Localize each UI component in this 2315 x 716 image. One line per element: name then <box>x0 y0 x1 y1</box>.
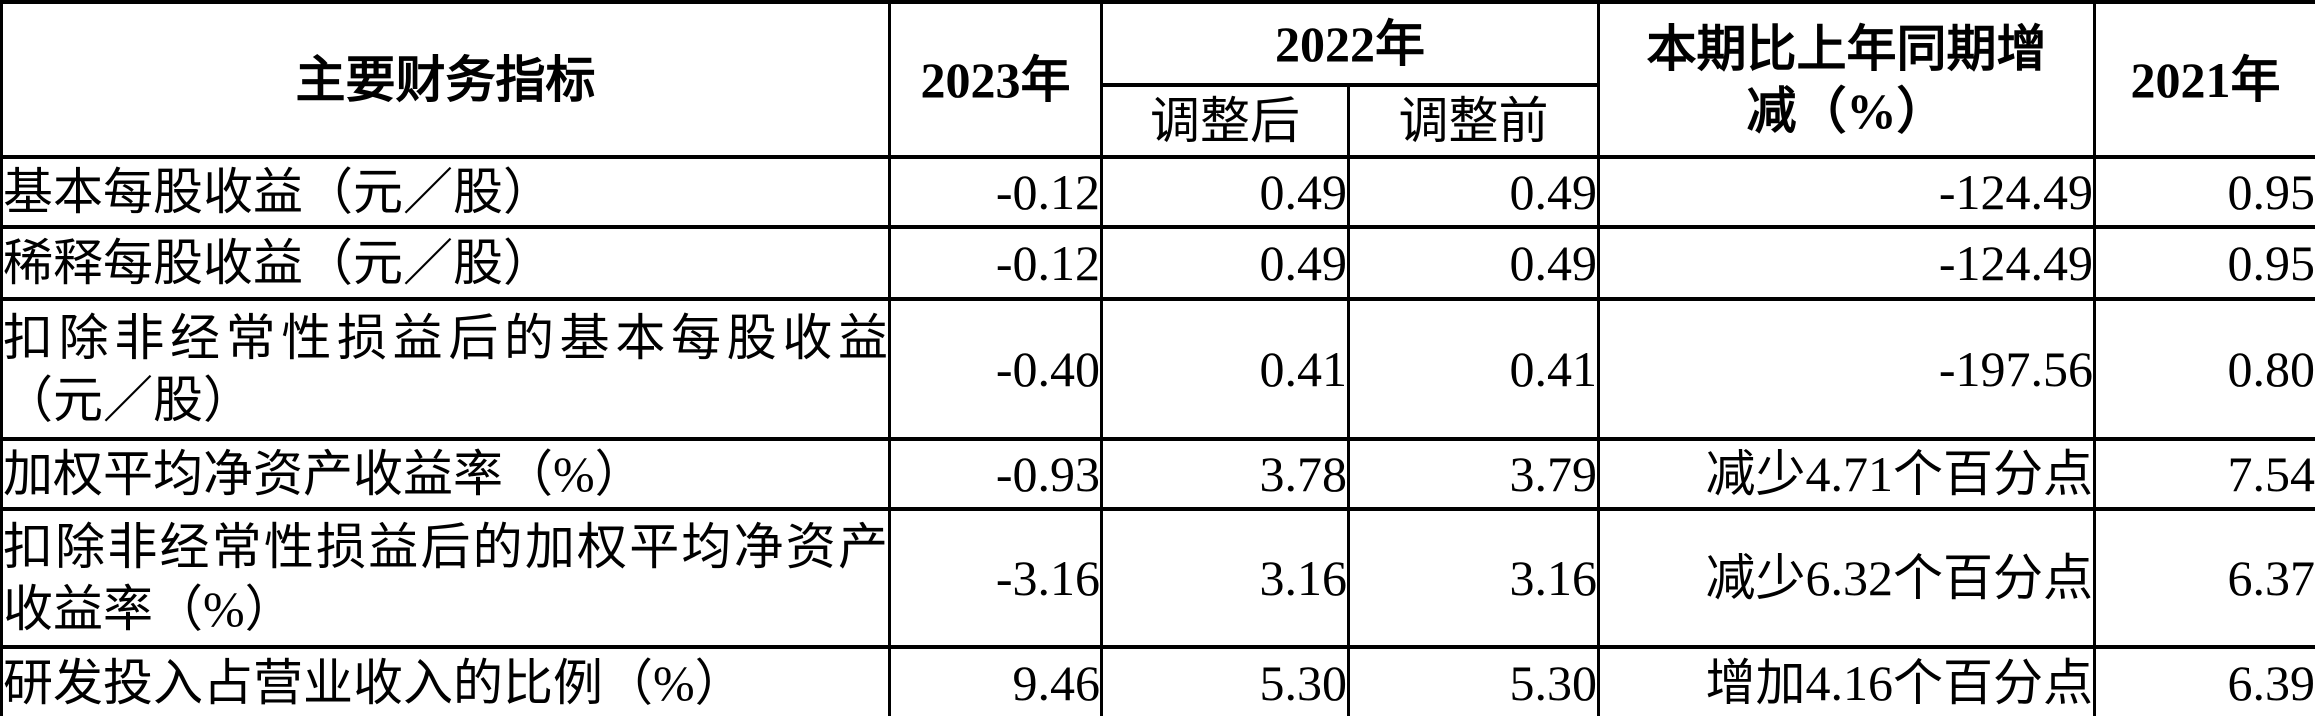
change-cell: -124.49 <box>1597 155 2096 229</box>
table-row: 扣除非经常性损益后的加权平均净资产收益率（%） -3.16 3.16 3.16 … <box>0 507 2315 649</box>
y2021-cell: 6.37 <box>2093 507 2315 649</box>
table-row: 稀释每股收益（元／股） -0.12 0.49 0.49 -124.49 0.95 <box>0 225 2315 301</box>
header-2022: 2022年 <box>1100 0 1600 87</box>
y2022-before-cell: 0.49 <box>1347 155 1600 229</box>
change-cell: -197.56 <box>1597 297 2096 441</box>
indicator-cell: 扣除非经常性损益后的加权平均净资产收益率（%） <box>0 507 891 649</box>
indicator-cell: 扣除非经常性损益后的基本每股收益（元／股） <box>0 297 891 441</box>
header-row-sub: 调整后 调整前 <box>2 83 2315 159</box>
y2022-before-cell: 5.30 <box>1347 645 1600 716</box>
y2023-cell: -3.16 <box>888 507 1103 649</box>
y2022-before-cell: 0.49 <box>1347 225 1600 301</box>
y2022-before-cell: 0.41 <box>1347 297 1600 441</box>
header-2023: 2023年 <box>888 0 1103 159</box>
table-row: 研发投入占营业收入的比例（%） 9.46 5.30 5.30 增加4.16个百分… <box>0 645 2315 716</box>
change-cell: -124.49 <box>1597 225 2096 301</box>
y2022-adjusted-cell: 0.41 <box>1100 297 1350 441</box>
y2023-cell: -0.40 <box>888 297 1103 441</box>
y2023-cell: 9.46 <box>888 645 1103 716</box>
y2021-cell: 7.54 <box>2093 437 2315 511</box>
table-row: 加权平均净资产收益率（%） -0.93 3.78 3.79 减少4.71个百分点… <box>0 437 2315 511</box>
y2022-before-cell: 3.79 <box>1347 437 1600 511</box>
y2022-before-cell: 3.16 <box>1347 507 1600 649</box>
change-cell: 减少6.32个百分点 <box>1597 507 2096 649</box>
y2023-cell: -0.12 <box>888 155 1103 229</box>
y2022-adjusted-cell: 0.49 <box>1100 225 1350 301</box>
table-body: 基本每股收益（元／股） -0.12 0.49 0.49 -124.49 0.95… <box>0 155 2315 716</box>
y2021-cell: 0.95 <box>2093 155 2315 229</box>
header-change: 本期比上年同期增减（%） <box>1597 0 2096 159</box>
y2022-adjusted-cell: 3.78 <box>1100 437 1350 511</box>
header-indicator: 主要财务指标 <box>0 0 891 159</box>
y2022-adjusted-cell: 3.16 <box>1100 507 1350 649</box>
y2023-cell: -0.12 <box>888 225 1103 301</box>
y2023-cell: -0.93 <box>888 437 1103 511</box>
table-header: 主要财务指标 2023年 2022年 本期比上年同期增减（%） 2021年 调整… <box>0 0 2315 159</box>
change-cell: 减少4.71个百分点 <box>1597 437 2096 511</box>
header-row-top: 主要财务指标 2023年 2022年 本期比上年同期增减（%） 2021年 <box>0 0 2315 159</box>
y2022-adjusted-cell: 0.49 <box>1100 155 1350 229</box>
y2022-adjusted-cell: 5.30 <box>1100 645 1350 716</box>
header-2022-adjusted: 调整后 <box>1100 83 1350 159</box>
indicator-cell: 加权平均净资产收益率（%） <box>0 437 891 511</box>
indicator-cell: 稀释每股收益（元／股） <box>0 225 891 301</box>
header-2022-before: 调整前 <box>1347 83 1600 159</box>
y2021-cell: 0.80 <box>2093 297 2315 441</box>
table-row: 基本每股收益（元／股） -0.12 0.49 0.49 -124.49 0.95 <box>0 155 2315 229</box>
header-2021: 2021年 <box>2093 0 2315 159</box>
indicator-cell: 基本每股收益（元／股） <box>0 155 891 229</box>
y2021-cell: 0.95 <box>2093 225 2315 301</box>
change-cell: 增加4.16个百分点 <box>1597 645 2096 716</box>
indicator-cell: 研发投入占营业收入的比例（%） <box>0 645 891 716</box>
y2021-cell: 6.39 <box>2093 645 2315 716</box>
table-row: 扣除非经常性损益后的基本每股收益（元／股） -0.40 0.41 0.41 -1… <box>0 297 2315 441</box>
